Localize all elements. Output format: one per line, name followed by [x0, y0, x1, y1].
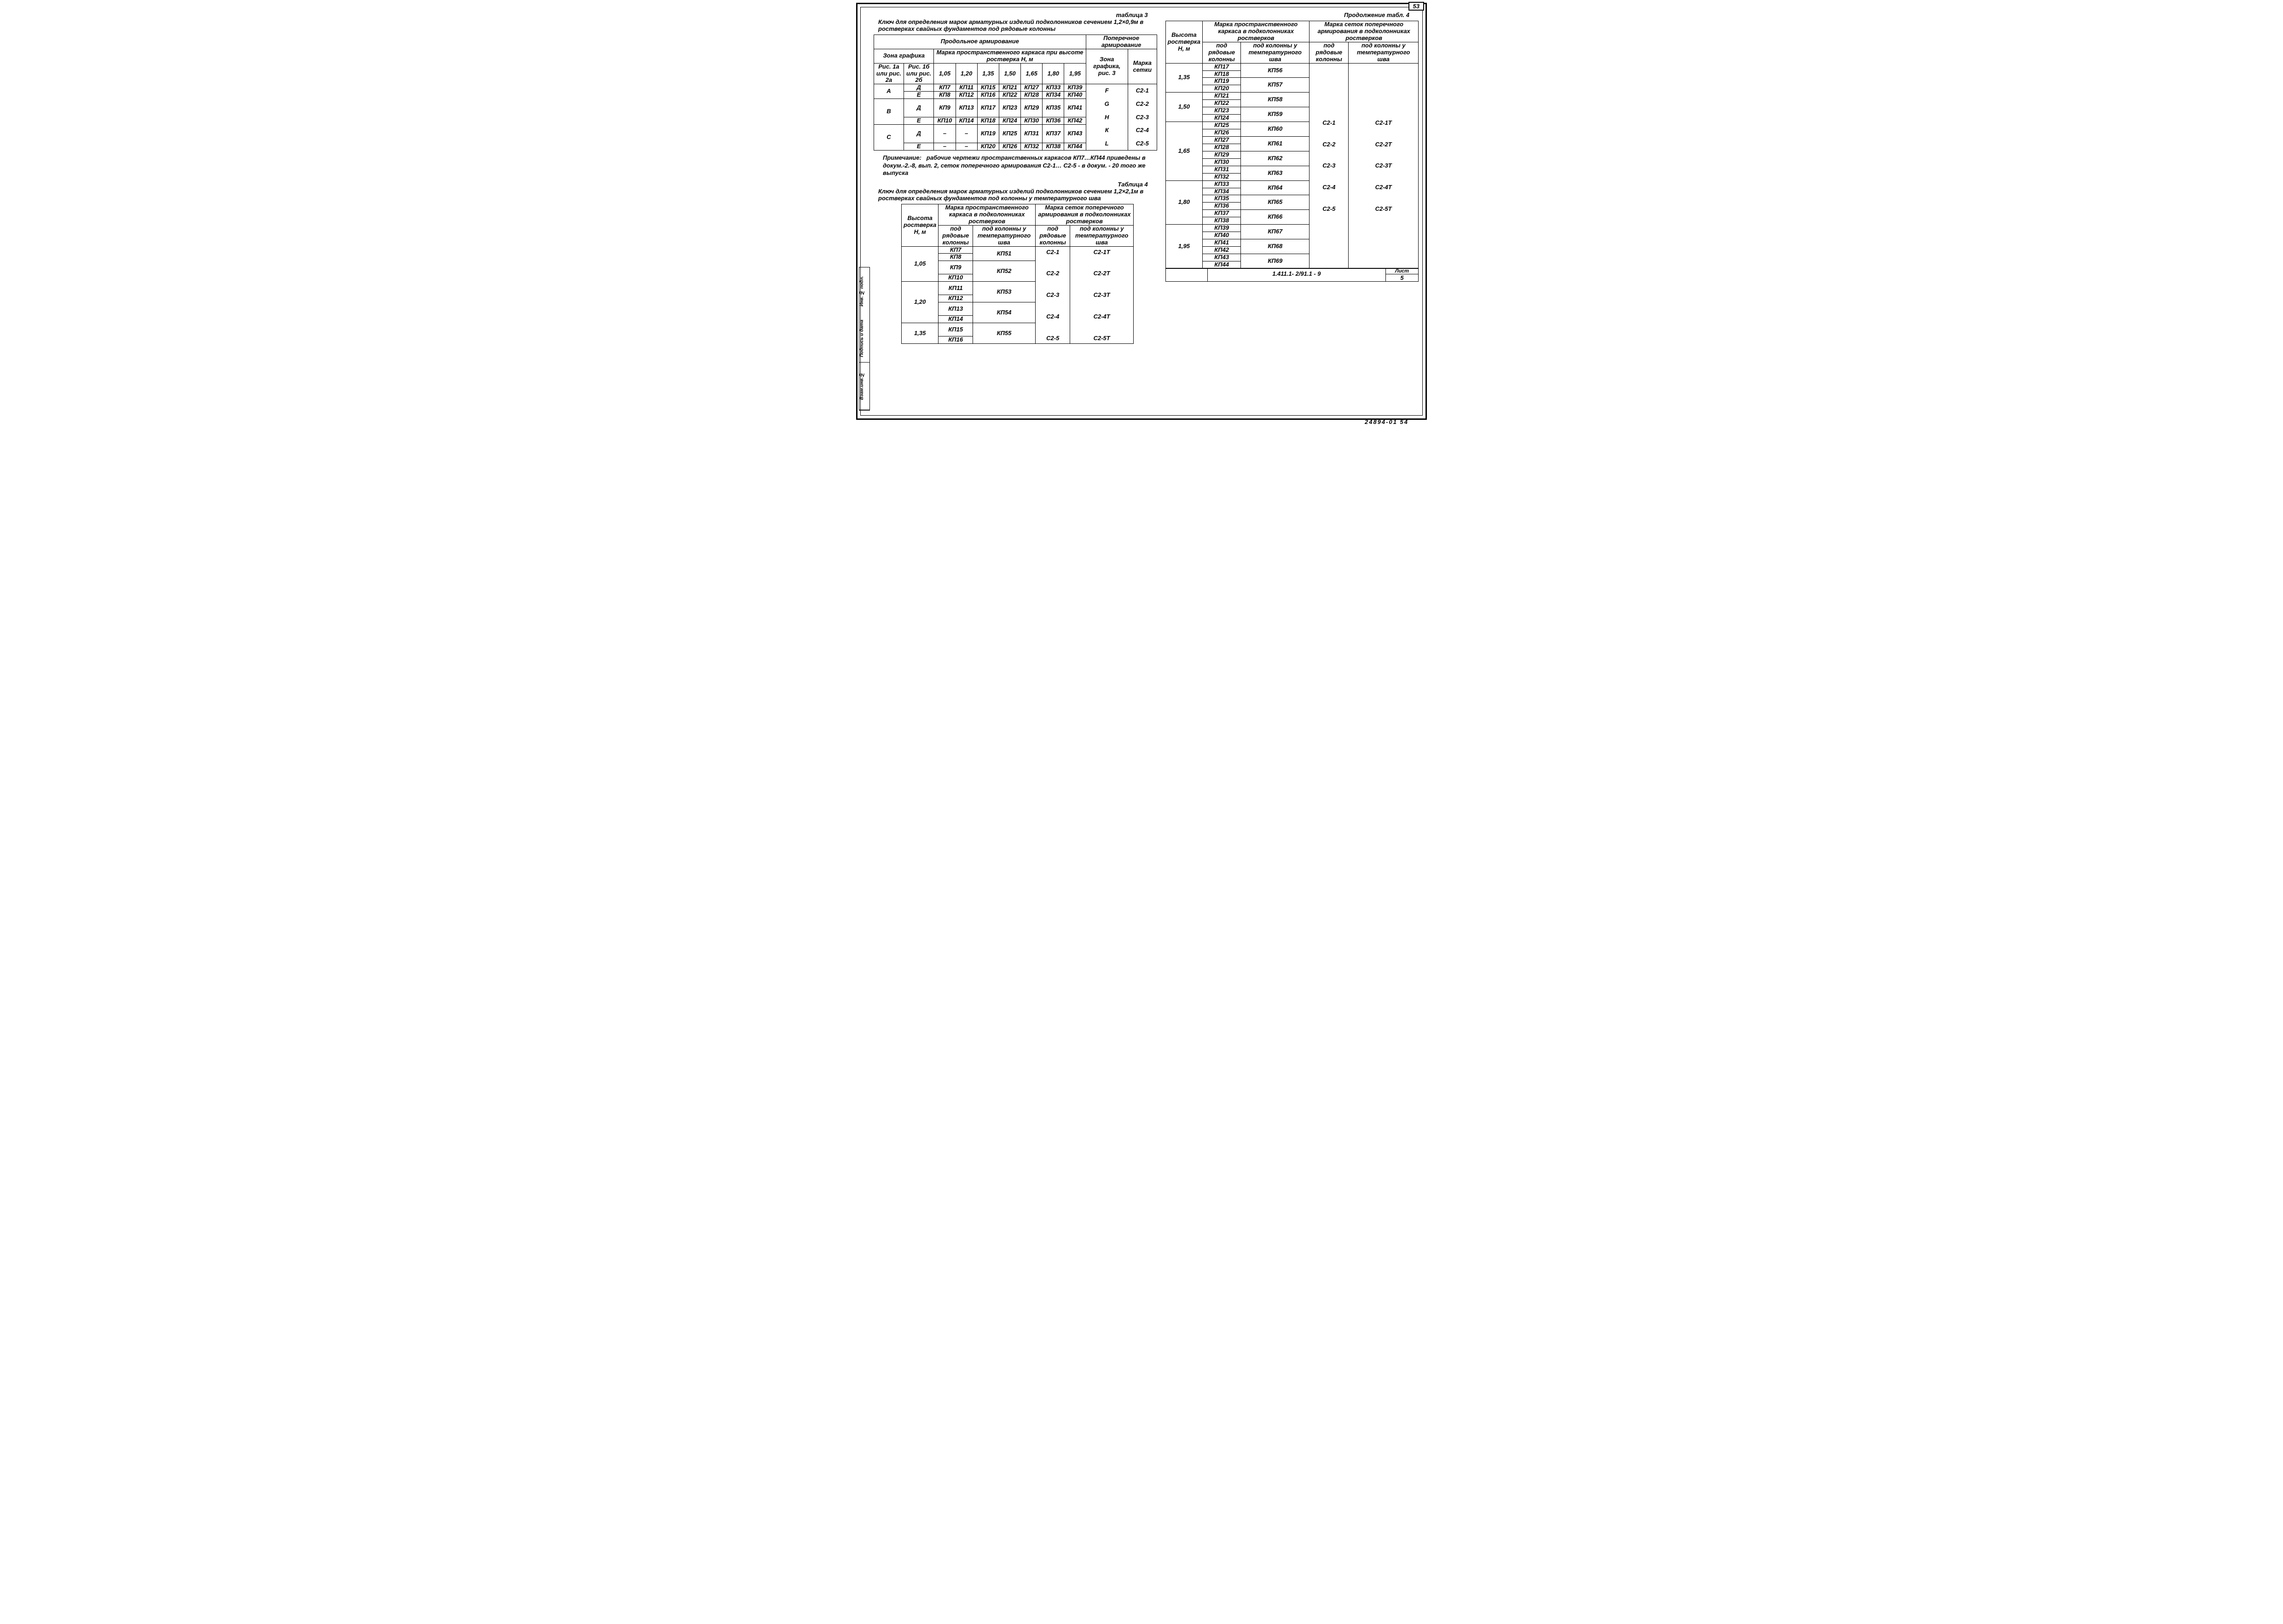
table3: Продольное армированиеПоперечное армиров…	[874, 35, 1157, 151]
sheet-number: 5	[1386, 274, 1418, 281]
table3-note: Примечание: рабочие чертежи пространстве…	[883, 154, 1154, 177]
table3-label: таблица 3	[878, 12, 1157, 19]
table4-label: Таблица 4	[878, 181, 1157, 188]
table3-caption-text: Ключ для определения марок арматурных из…	[878, 19, 1157, 33]
revision-strip: Инв. № подл. Подпись и дата Взам.инв.№	[859, 267, 870, 411]
table4-cont-label: Продолжение табл. 4	[1170, 12, 1419, 19]
table4-caption-text: Ключ для определения марок арматурных из…	[878, 188, 1157, 202]
strip-cell: Инв. № подл.	[859, 267, 869, 315]
doc-number: 1.411.1- 2/91.1 - 9	[1208, 268, 1386, 281]
strip-cell: Подпись и дата	[859, 315, 869, 363]
title-block: 1.411.1- 2/91.1 - 9 Лист 5	[1165, 268, 1419, 282]
page-number-top: 53	[1408, 2, 1424, 11]
table4-right: Высота ростверка Н, мМарка пространствен…	[1165, 21, 1419, 269]
sheet-label: Лист	[1386, 268, 1418, 274]
strip-cell: Взам.инв.№	[859, 362, 869, 410]
note-label: Примечание:	[883, 154, 921, 161]
table3-caption: таблица 3 Ключ для определения марок арм…	[878, 12, 1157, 33]
footer-id: 24894-01 54	[1365, 418, 1408, 425]
note-text: рабочие чертежи пространственных каркасо…	[883, 154, 1146, 176]
table4-left: Высота ростверка Н, мМарка пространствен…	[901, 204, 1134, 344]
table4-caption: Таблица 4 Ключ для определения марок арм…	[878, 181, 1157, 202]
table4-cont-caption: Продолжение табл. 4	[1170, 12, 1419, 19]
